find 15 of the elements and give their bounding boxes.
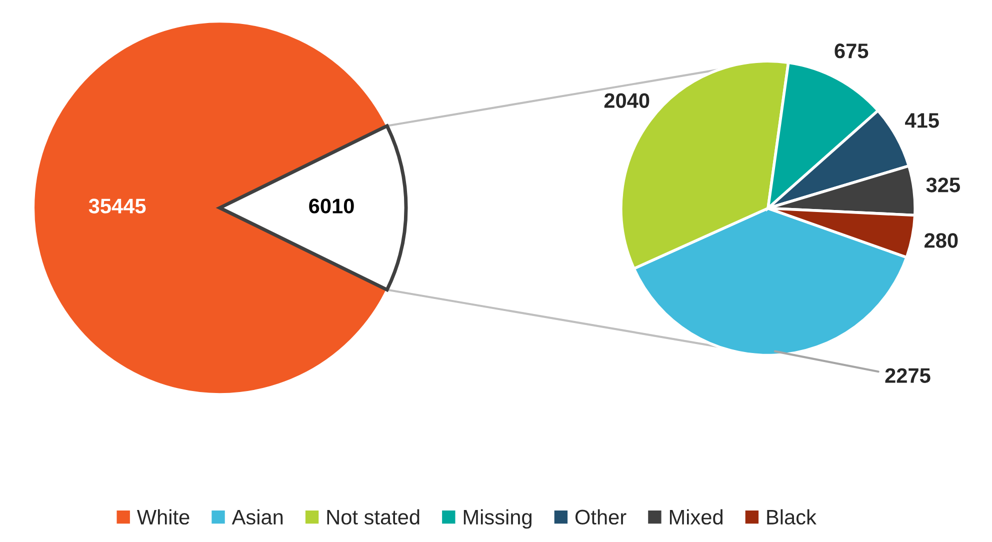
- legend-label: Missing: [464, 509, 532, 529]
- data-label: 280: [924, 233, 958, 248]
- legend-label: Other: [575, 509, 626, 525]
- data-label: 2275: [885, 368, 930, 383]
- legend-label: White: [136, 509, 190, 525]
- data-label: 415: [905, 113, 939, 128]
- data-label: 2040: [604, 93, 650, 108]
- data-label: 6010: [309, 198, 354, 214]
- legend-label: Asian: [232, 509, 283, 525]
- data-label: 35445: [88, 198, 146, 214]
- legend-label: Black: [767, 509, 816, 525]
- data-label: 325: [926, 178, 960, 192]
- data-label: 675: [834, 44, 868, 58]
- legend-label: Not stated: [327, 509, 420, 525]
- legend-label: Mixed: [670, 509, 722, 525]
